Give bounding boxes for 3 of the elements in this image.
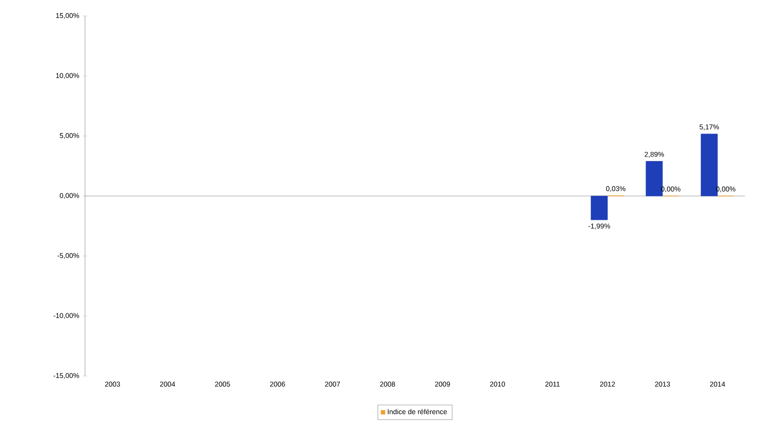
bar [700,134,718,196]
bar [590,196,608,220]
bar [646,161,663,196]
